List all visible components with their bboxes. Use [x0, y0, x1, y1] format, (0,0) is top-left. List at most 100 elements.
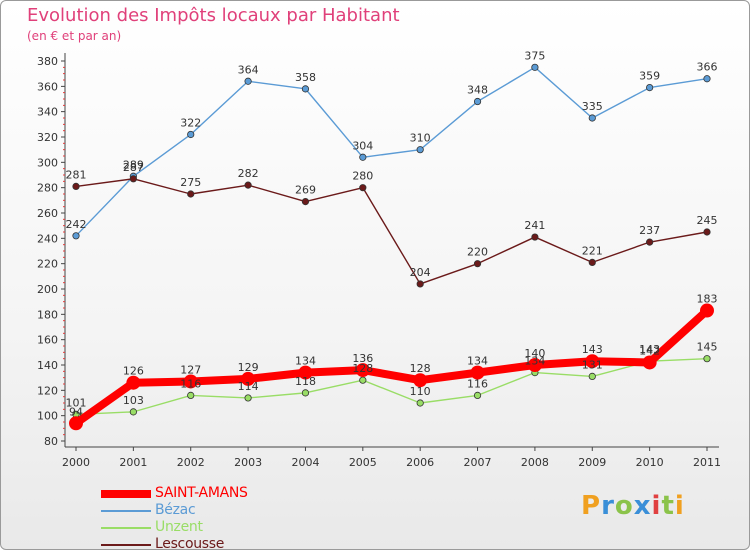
data-label: 287 — [123, 161, 144, 174]
data-point — [298, 365, 313, 380]
data-point — [527, 358, 542, 372]
data-point — [244, 181, 252, 189]
y-tick-label: 180 — [37, 308, 58, 321]
legend-swatch — [101, 490, 151, 498]
logo-letter: r — [601, 491, 615, 521]
legend-item: SAINT-AMANS — [101, 485, 321, 501]
data-point — [473, 97, 482, 106]
data-label: 358 — [295, 71, 316, 84]
legend-label: Bézac — [155, 502, 196, 518]
data-label: 143 — [582, 343, 603, 356]
data-label: 310 — [410, 132, 431, 145]
legend-item: Bézac — [101, 502, 321, 518]
data-point — [642, 355, 657, 370]
data-label: 129 — [238, 361, 259, 374]
data-point — [416, 280, 424, 288]
y-tick-label: 220 — [37, 258, 58, 271]
data-label: 348 — [467, 84, 488, 97]
data-label: 322 — [180, 116, 201, 129]
data-label: 237 — [639, 224, 660, 237]
chart-title: Evolution des Impôts locaux par Habitant — [27, 5, 400, 26]
data-point — [585, 354, 600, 369]
data-point — [69, 416, 83, 431]
x-tick-label: 2003 — [234, 456, 262, 469]
data-point — [72, 232, 80, 240]
data-label: 103 — [123, 394, 144, 407]
data-point — [187, 190, 195, 198]
x-tick-label: 2010 — [636, 456, 664, 469]
x-tick-label: 2002 — [177, 456, 205, 469]
legend-swatch — [101, 544, 151, 546]
data-point — [359, 153, 367, 161]
data-point — [700, 303, 714, 318]
x-tick-label: 2006 — [406, 456, 434, 469]
data-label: 280 — [352, 170, 373, 183]
data-label: 134 — [467, 355, 488, 368]
data-label: 281 — [66, 168, 87, 181]
logo-letter: P — [581, 491, 602, 521]
data-label: 127 — [180, 363, 201, 376]
y-tick-label: 100 — [37, 410, 58, 423]
data-point — [646, 84, 654, 92]
data-point — [359, 184, 367, 192]
data-label: 359 — [639, 70, 660, 83]
series-line-Bézac — [75, 66, 708, 237]
data-point — [187, 130, 195, 139]
data-label: 269 — [295, 184, 316, 197]
series-line-Unzent — [75, 357, 708, 416]
data-point — [126, 375, 141, 390]
y-tick-label: 360 — [37, 80, 58, 93]
x-tick-label: 2000 — [62, 456, 90, 469]
data-point — [413, 373, 428, 388]
chart-subtitle: (en € et par an) — [27, 29, 122, 43]
y-tick-label: 380 — [37, 55, 58, 68]
data-label: 364 — [238, 63, 259, 76]
legend-item: Lescousse — [101, 536, 321, 550]
data-point — [359, 376, 367, 384]
y-tick-label: 240 — [37, 232, 58, 245]
data-label: 220 — [467, 246, 488, 259]
y-tick-label: 120 — [37, 384, 58, 397]
data-point — [588, 372, 596, 380]
data-label: 221 — [582, 244, 603, 257]
data-point — [588, 258, 596, 266]
data-point — [703, 75, 711, 83]
y-tick-label: 80 — [44, 435, 58, 448]
logo-letter: i — [651, 491, 662, 521]
legend-item: Unzent — [101, 519, 321, 535]
data-label: 245 — [697, 214, 718, 227]
x-tick-label: 2007 — [464, 456, 492, 469]
data-point — [473, 260, 482, 268]
data-point — [531, 63, 539, 71]
legend-swatch — [101, 510, 151, 512]
data-point — [301, 389, 310, 397]
x-tick-label: 2009 — [578, 456, 606, 469]
logo-letter: o — [614, 491, 634, 521]
data-label: 128 — [352, 362, 373, 375]
data-label: 140 — [524, 347, 545, 360]
data-point — [129, 408, 137, 416]
legend-label: SAINT-AMANS — [155, 485, 248, 501]
legend-swatch — [101, 527, 151, 529]
data-point — [355, 363, 370, 378]
x-tick-label: 2011 — [693, 456, 721, 469]
data-label: 131 — [582, 358, 603, 371]
data-label: 183 — [697, 293, 718, 306]
data-label: 114 — [238, 380, 259, 393]
data-label: 275 — [180, 176, 201, 189]
data-label: 289 — [123, 158, 144, 171]
data-point — [241, 371, 256, 386]
data-point — [416, 399, 424, 407]
y-tick-label: 280 — [37, 182, 58, 195]
data-point — [703, 228, 711, 236]
logo-letter: t — [661, 491, 675, 521]
x-tick-label: 2005 — [349, 456, 377, 469]
data-point — [301, 198, 310, 206]
data-label: 128 — [410, 362, 431, 375]
data-point — [244, 394, 252, 402]
data-label: 134 — [295, 355, 316, 368]
legend-label: Lescousse — [155, 536, 225, 550]
y-tick-label: 140 — [37, 359, 58, 372]
